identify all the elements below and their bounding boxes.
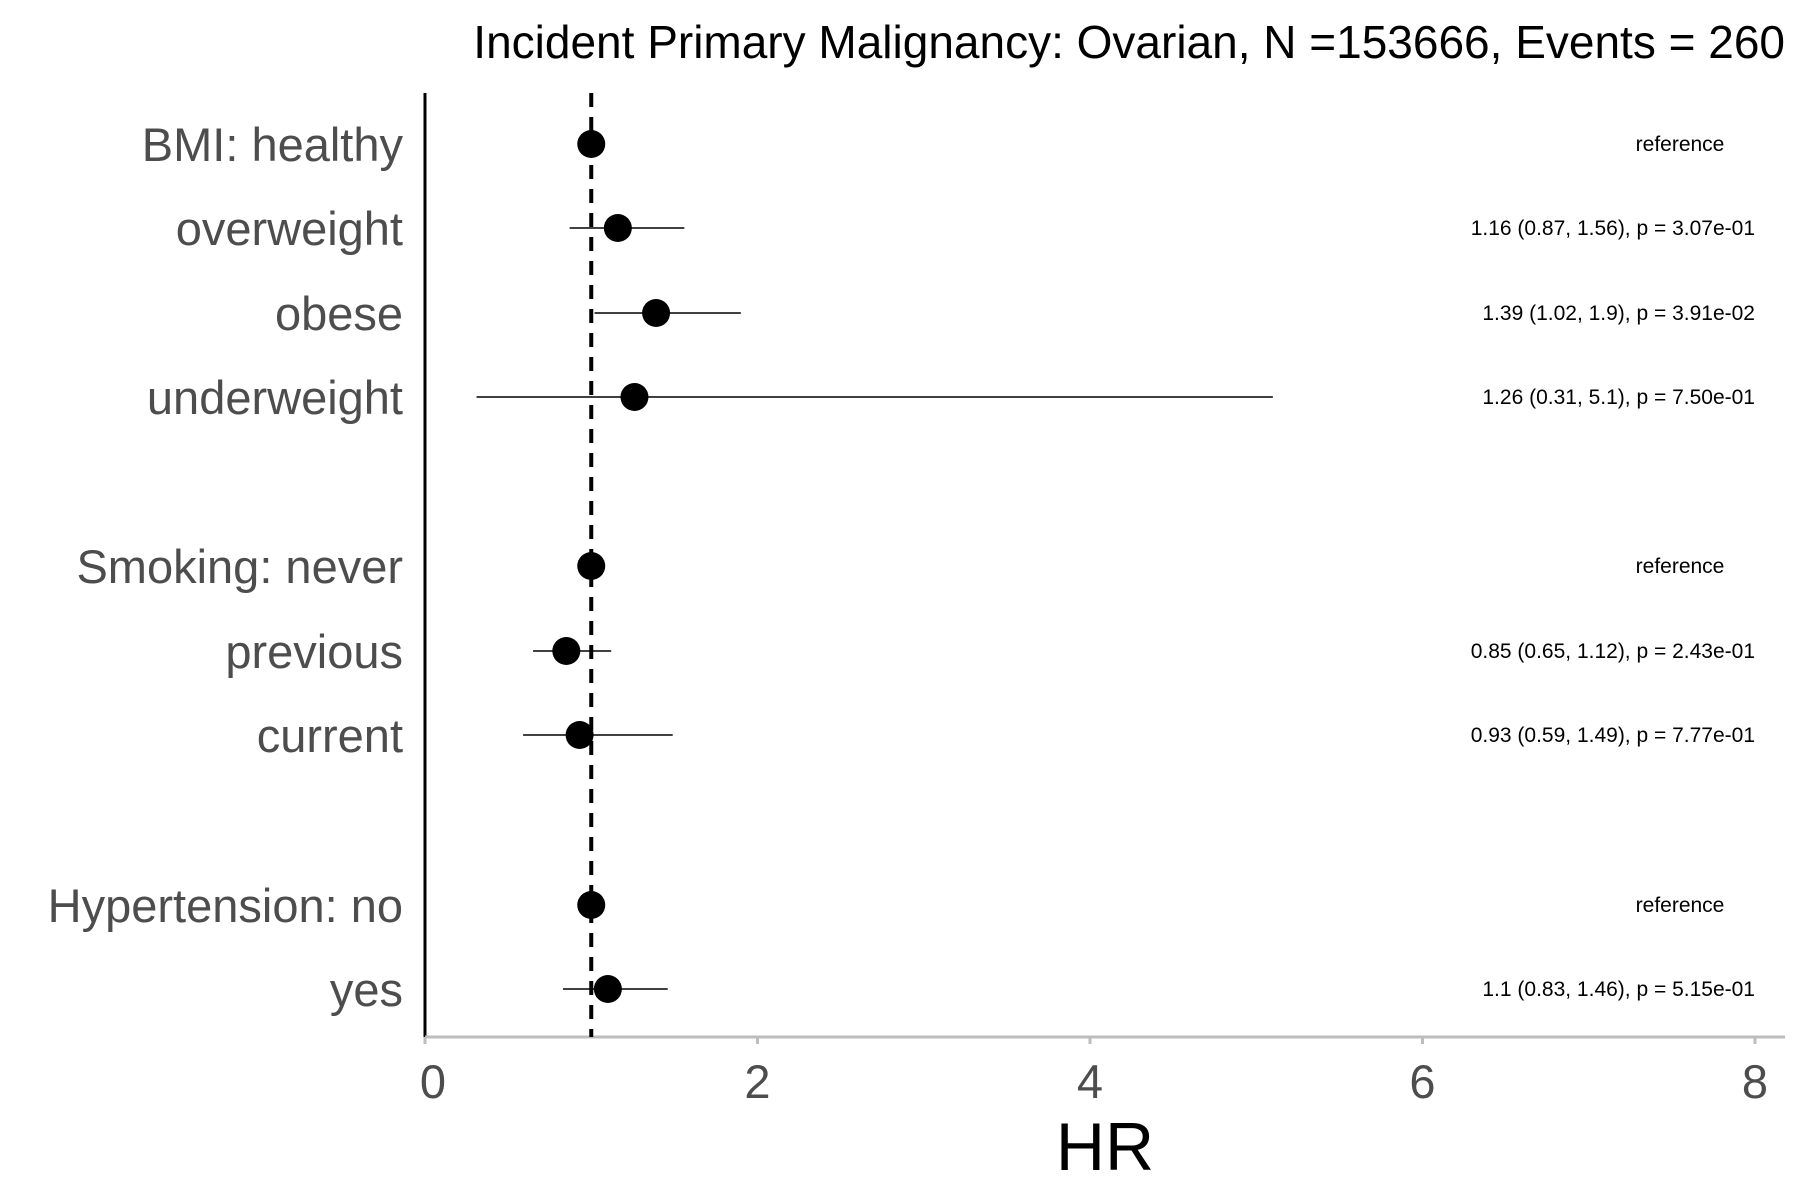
row-annotation: 1.39 (1.02, 1.9), p = 3.91e-02 <box>1482 302 1755 325</box>
hr-point <box>577 891 606 919</box>
row-label: previous <box>225 625 403 678</box>
row-annotation: reference <box>1636 133 1725 156</box>
row-label: overweight <box>176 202 403 255</box>
row-label: Hypertension: no <box>48 879 403 932</box>
forest-row: yes 1.1 (0.83, 1.46), p = 5.15e-01 <box>330 963 1755 1016</box>
rows-layer: BMI: healthy reference overweight 1.16 (0.8… <box>48 118 1755 1016</box>
x-axis-title: HR <box>1056 1109 1154 1185</box>
row-annotation: 0.85 (0.65, 1.12), p = 2.43e-01 <box>1471 640 1755 663</box>
x-tick-label: 6 <box>1409 1055 1435 1108</box>
row-annotation: 1.16 (0.87, 1.56), p = 3.07e-01 <box>1471 217 1755 240</box>
row-label: Smoking: never <box>76 540 403 593</box>
row-annotation: reference <box>1636 894 1725 917</box>
x-ticks-layer: 0 2 4 6 8 <box>420 1037 1768 1108</box>
row-label: underweight <box>147 371 403 424</box>
hr-point <box>577 552 606 580</box>
forest-row: previous 0.85 (0.65, 1.12), p = 2.43e-01 <box>225 625 1755 678</box>
hr-point <box>565 721 594 749</box>
hr-point <box>603 214 632 242</box>
forest-row: BMI: healthy reference <box>142 118 1725 171</box>
row-annotation: 1.1 (0.83, 1.46), p = 5.15e-01 <box>1482 978 1755 1001</box>
x-tick-label: 8 <box>1742 1055 1768 1108</box>
forest-row: obese 1.39 (1.02, 1.9), p = 3.91e-02 <box>275 287 1755 340</box>
chart-title: Incident Primary Malignancy: Ovarian, N … <box>473 16 1785 68</box>
row-label: BMI: healthy <box>142 118 404 171</box>
hr-point <box>642 299 671 327</box>
row-label: current <box>257 709 403 762</box>
hr-point <box>620 383 649 411</box>
hr-point <box>552 637 581 665</box>
forest-row: Hypertension: no reference <box>48 879 1725 932</box>
x-tick-label: 0 <box>420 1055 446 1108</box>
row-label: obese <box>275 287 403 340</box>
row-annotation: 0.93 (0.59, 1.49), p = 7.77e-01 <box>1471 724 1755 747</box>
forest-row: current 0.93 (0.59, 1.49), p = 7.77e-01 <box>257 709 1755 762</box>
x-tick-label: 2 <box>744 1055 770 1108</box>
forest-row: underweight 1.26 (0.31, 5.1), p = 7.50e-0… <box>147 371 1755 424</box>
row-label: yes <box>330 963 403 1016</box>
hr-point <box>577 130 606 158</box>
forest-row: Smoking: never reference <box>76 540 1724 593</box>
x-tick-label: 4 <box>1077 1055 1103 1108</box>
row-annotation: reference <box>1636 555 1725 578</box>
row-annotation: 1.26 (0.31, 5.1), p = 7.50e-01 <box>1482 386 1755 409</box>
forest-row: overweight 1.16 (0.87, 1.56), p = 3.07e-0… <box>176 202 1755 255</box>
hr-point <box>593 975 622 1003</box>
